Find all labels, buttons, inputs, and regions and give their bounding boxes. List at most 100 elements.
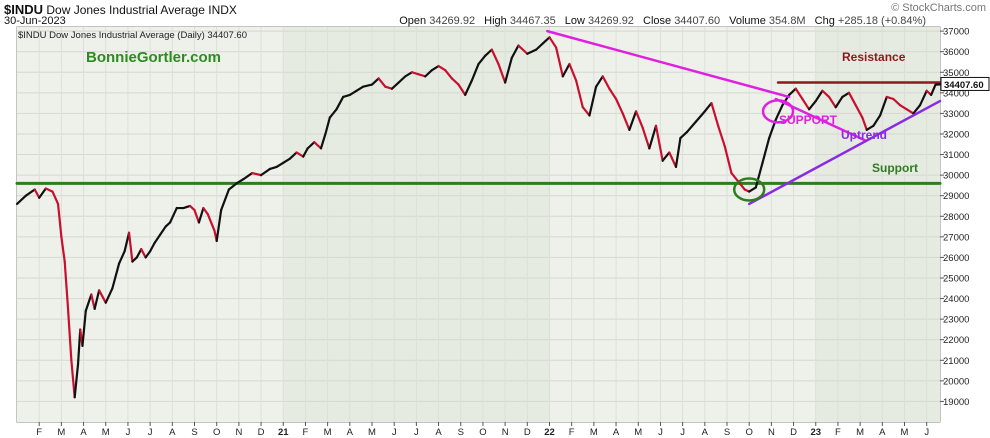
- y-tick-label: 25000: [943, 273, 969, 284]
- price-segment: [748, 186, 757, 193]
- price-segment: [477, 54, 487, 66]
- price-segment: [182, 204, 192, 210]
- price-segment: [197, 206, 205, 224]
- price-segment: [56, 202, 63, 238]
- price-segment: [878, 95, 888, 117]
- price-segment: [135, 248, 143, 259]
- price-segment: [44, 187, 54, 193]
- price-segment: [548, 36, 558, 49]
- low-value: 34269.92: [588, 15, 634, 27]
- price-segment: [854, 104, 864, 119]
- price-segment: [484, 48, 493, 57]
- x-tick-label: O: [213, 427, 220, 438]
- high-value: 34467.35: [509, 15, 556, 27]
- y-tick-label: 23000: [943, 315, 969, 326]
- price-segment: [510, 44, 520, 59]
- low-label: Low: [564, 15, 585, 27]
- x-tick-label: D: [524, 427, 531, 438]
- price-segment: [898, 104, 908, 111]
- watermark-text: BonnieGortler.com: [86, 49, 221, 66]
- x-tick-label: A: [80, 427, 87, 438]
- x-tick-label: M: [324, 427, 332, 438]
- y-tick-label: 20000: [943, 376, 969, 387]
- price-segment: [220, 188, 230, 212]
- price-segment: [654, 124, 664, 162]
- chart-date: 30-Jun-2023: [4, 15, 66, 27]
- price-segment: [814, 89, 824, 103]
- price-segment: [841, 91, 851, 99]
- price-segment: [144, 250, 152, 259]
- price-segment: [390, 81, 400, 90]
- x-tick-label: A: [169, 427, 176, 438]
- price-segment: [104, 287, 114, 304]
- price-segment: [84, 293, 93, 313]
- x-tick-label: J: [658, 427, 663, 438]
- uptrend-label: Uptrend: [841, 128, 887, 142]
- price-segment: [930, 83, 937, 96]
- price-segment: [634, 110, 644, 129]
- support-label: Support: [872, 161, 918, 175]
- change-label: Chg: [814, 15, 835, 27]
- price-segment: [313, 141, 323, 150]
- price-segment: [288, 151, 298, 160]
- price-segment: [397, 75, 407, 84]
- price-segment: [275, 161, 285, 168]
- price-segment: [268, 165, 278, 171]
- price-segment: [362, 83, 374, 88]
- y-tick-label: 21000: [943, 356, 969, 367]
- price-segment: [834, 95, 844, 109]
- x-tick-label: M: [856, 427, 864, 438]
- price-segment: [464, 79, 473, 96]
- ohlc-summary: Open 34269.92 High 34467.35 Low 34269.92…: [399, 15, 932, 27]
- price-segment: [730, 171, 740, 183]
- year-band-3: [815, 27, 940, 422]
- grid-lines: [17, 27, 940, 422]
- price-segment: [193, 208, 201, 224]
- price-segment: [93, 289, 101, 310]
- price-segment: [335, 95, 345, 111]
- x-tick-label: A: [347, 427, 354, 438]
- price-segment: [348, 89, 358, 96]
- price-segment: [861, 116, 868, 131]
- price-segment: [504, 56, 513, 84]
- price-segment: [847, 91, 857, 107]
- chart-symbol-header: $INDU Dow Jones Industrial Average INDX: [4, 2, 237, 17]
- x-tick-label: J: [414, 427, 419, 438]
- price-segment: [703, 102, 713, 113]
- price-segment: [215, 208, 223, 243]
- close-value: 34407.60: [674, 15, 721, 27]
- x-tick-label: M: [634, 427, 642, 438]
- x-tick-label: J: [126, 427, 131, 438]
- price-segment: [821, 89, 831, 99]
- x-tick-label: F: [835, 427, 841, 438]
- price-segment: [674, 136, 682, 168]
- price-segment: [497, 62, 507, 84]
- price-segment: [168, 206, 178, 224]
- price-segment: [60, 235, 66, 263]
- price-segment: [38, 187, 47, 199]
- price-segment: [450, 77, 460, 86]
- price-segment: [355, 85, 365, 92]
- x-tick-label: A: [879, 427, 886, 438]
- breakout-circle: [761, 99, 795, 124]
- x-tick-label: F: [36, 427, 42, 438]
- volume-label: Volume: [729, 15, 766, 27]
- price-segment: [81, 309, 87, 347]
- price-segment: [827, 95, 837, 109]
- y-tick-label: 27000: [943, 232, 969, 243]
- y-tick-label: 33000: [943, 109, 969, 120]
- last-price-label: 34407.60: [944, 80, 984, 91]
- x-tick-label: D: [258, 427, 265, 438]
- price-segment: [723, 145, 733, 175]
- exchange-text: INDX: [208, 3, 237, 17]
- price-segment: [588, 85, 598, 117]
- x-tick-label: A: [702, 427, 709, 438]
- symbol-text: $INDU: [4, 2, 44, 17]
- open-label: Open: [399, 15, 427, 27]
- x-tick-label: D: [790, 427, 797, 438]
- x-tick-label: M: [57, 427, 65, 438]
- price-segment: [202, 206, 209, 216]
- price-segment: [282, 157, 292, 164]
- price-segment: [251, 171, 263, 177]
